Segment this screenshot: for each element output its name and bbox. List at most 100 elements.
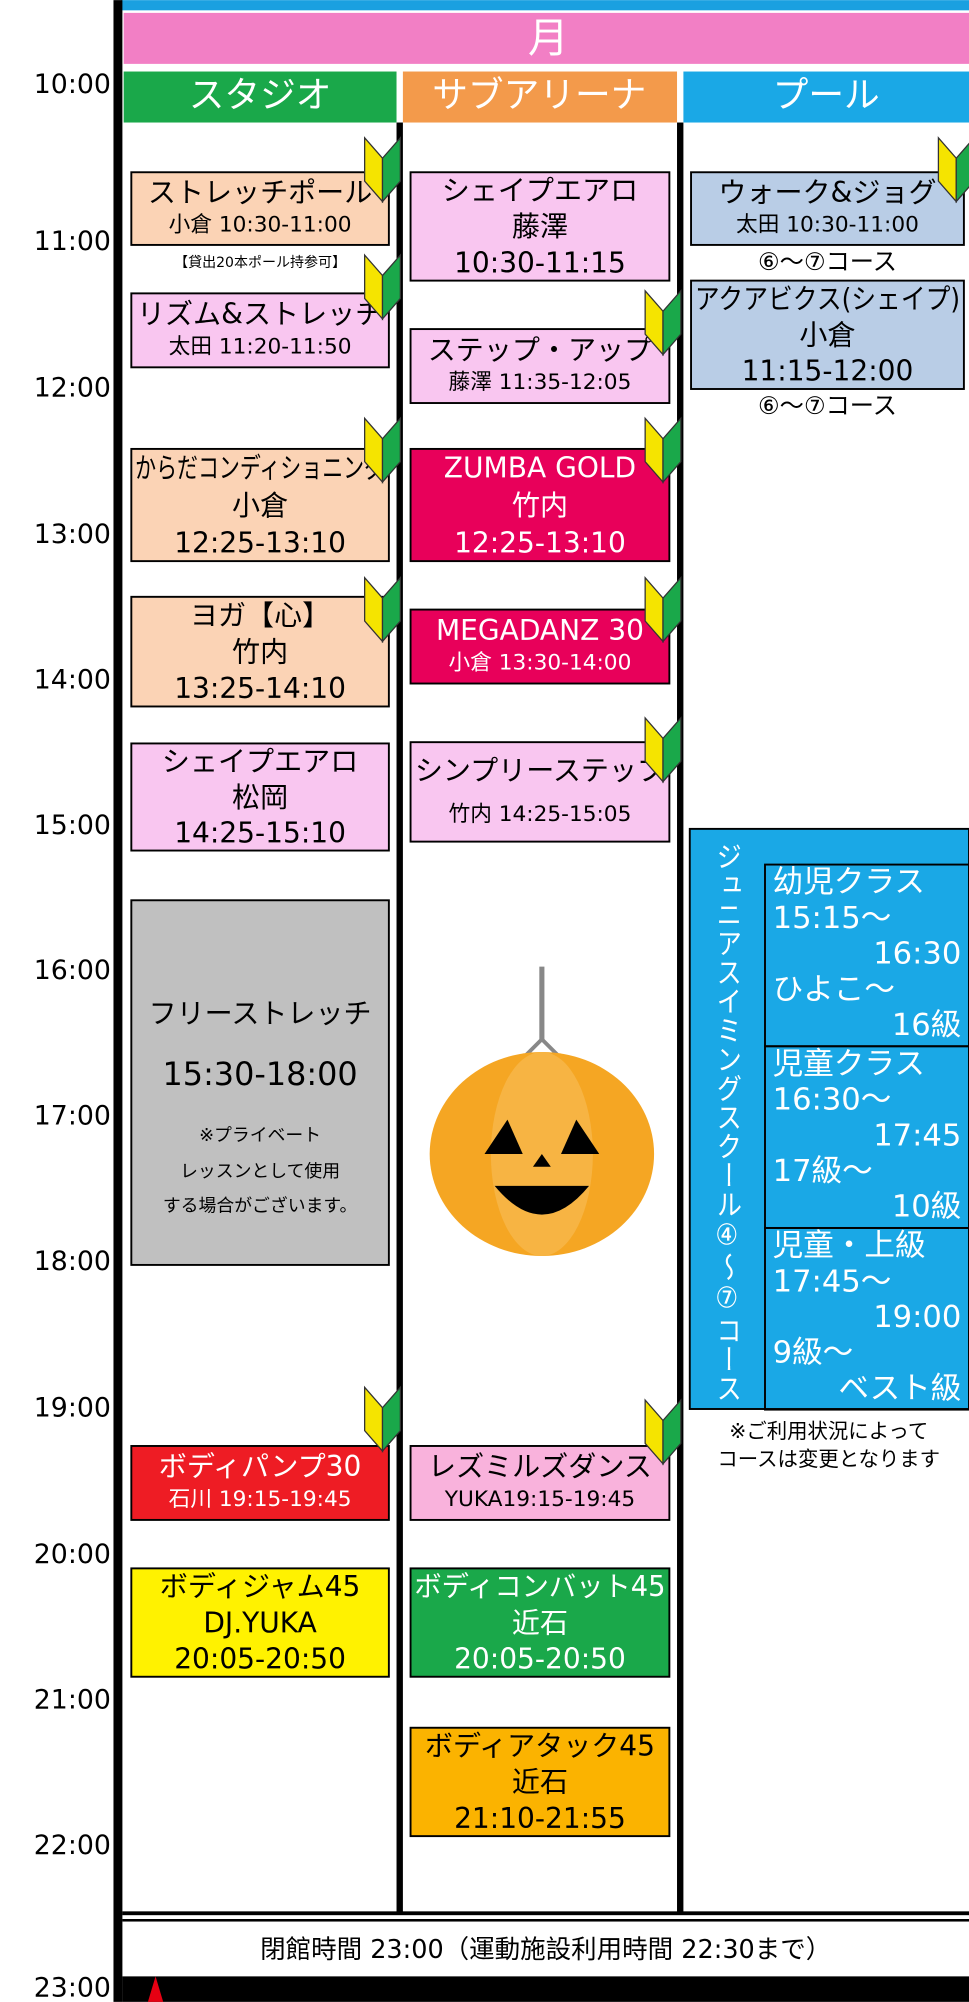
beginner-icon [381,416,401,484]
border [396,122,403,1913]
beginner-icon [662,1398,682,1466]
class-box [130,292,390,369]
time-label: 23:00 [34,1973,111,2002]
class-text: ボディコンバット45 [414,1570,665,1603]
class-note: ⑥〜⑦コース [758,248,897,276]
class-text: レズミルズダンス [428,1450,652,1483]
time-label: 15:00 [34,810,111,841]
class-text: シンプリーステップ [415,754,665,787]
time-label: 13:00 [34,519,111,550]
class-box [130,595,390,708]
class-text: 竹内 [232,635,288,668]
junior-text: 19:00 [873,1300,961,1335]
class-text: 20:05-20:50 [174,1642,346,1675]
class-box [409,171,671,282]
class-text: ボディジャム45 [160,1570,361,1603]
junior-text: 児童・上級 [773,1229,926,1264]
junior-block [688,827,969,1410]
class-box [409,1445,671,1521]
beginner-icon [662,716,682,784]
junior-text: ひよこ〜 [773,972,895,1007]
class-text: 13:25-14:10 [174,672,346,705]
class-box [409,1726,671,1838]
class-text: 小倉 [232,489,288,522]
junior-text: 9級〜 [773,1336,854,1371]
class-text: 太田 10:30-11:00 [736,212,919,237]
class-box [130,447,390,563]
column-title: サブアリーナ [432,75,646,116]
time-label: 17:00 [34,1101,111,1132]
junior-text: 16:30 [873,937,961,972]
beginner-icon [381,136,401,204]
class-text: 10:30-11:15 [454,246,626,279]
junior-text: 17:45〜 [773,1264,892,1299]
class-text: リズム&ストレッチ [137,298,383,331]
class-text: DJ.YUKA [203,1606,317,1639]
class-text: 14:25-15:10 [174,816,346,849]
class-note: 【貸出20本ポール持参可】 [174,254,346,271]
column-header [402,71,678,123]
border [122,1911,969,1916]
class-text: 小倉 13:30-14:00 [449,651,632,676]
junior-text: 16:30〜 [773,1083,892,1118]
class-text: 近石 [512,1606,568,1639]
time-label: 11:00 [34,226,111,257]
class-text: 12:25-13:10 [174,526,346,559]
time-label: 21:00 [34,1684,111,1715]
class-text: からだコンディショニング [135,451,385,484]
beginner-icon [955,142,969,204]
marker [147,1976,164,2002]
beginner-icon [662,576,682,644]
time-label: 10:00 [34,69,111,100]
class-box [409,328,671,404]
pumpkin [429,966,655,1256]
time-label: 12:00 [34,373,111,404]
junior-text: 17:45 [873,1118,961,1153]
class-text: ZUMBA GOLD [444,451,636,484]
class-box [130,1567,390,1678]
class-text: する場合がございます。 [163,1194,358,1216]
class-box [130,1445,390,1521]
day-label: 月 [528,14,569,62]
column-header [683,71,969,123]
beginner-icon [381,253,401,321]
time-label: 16:00 [34,955,111,986]
class-text: 11:15-12:00 [742,355,914,388]
class-text: ストレッチポール [148,176,372,209]
beginner-icon [381,576,401,644]
junior-class [764,1226,969,1411]
class-text: YUKA19:15-19:45 [444,1487,635,1512]
class-text: 太田 11:20-11:50 [169,334,352,359]
class-note: ⑥〜⑦コース [758,392,897,420]
class-text: シェイプエアロ [442,174,638,207]
time-label: 14:00 [34,664,111,695]
class-box [130,742,390,852]
class-box [690,171,965,246]
beginner-icon [662,416,682,484]
class-box [130,899,390,1266]
class-text: ボディパンプ30 [159,1450,362,1483]
column-header [123,71,397,123]
top-banner [121,0,969,11]
class-box [409,741,671,843]
beginner-icon [381,1385,401,1453]
time-label: 22:00 [34,1830,111,1861]
junior-text: 児童クラス [773,1047,925,1082]
class-text: シェイプエアロ [162,745,358,778]
class-box [690,279,965,390]
junior-note: ※ご利用状況によって [729,1419,928,1443]
junior-note: コースは変更となります [717,1447,940,1471]
class-text: ステップ・アップ [428,333,652,366]
class-text: 石川 19:15-19:45 [169,1487,352,1512]
class-text: 近石 [512,1766,568,1799]
class-text: 松岡 [232,781,288,814]
class-text: ウォーク&ジョグ [718,176,936,209]
class-box [409,608,671,685]
class-text: 竹内 [512,489,568,522]
border [677,122,684,1913]
class-text: アクアビクス(シェイプ) [695,282,960,315]
class-box [130,171,390,246]
class-text: MEGADANZ 30 [436,614,644,647]
border [122,1919,969,1922]
